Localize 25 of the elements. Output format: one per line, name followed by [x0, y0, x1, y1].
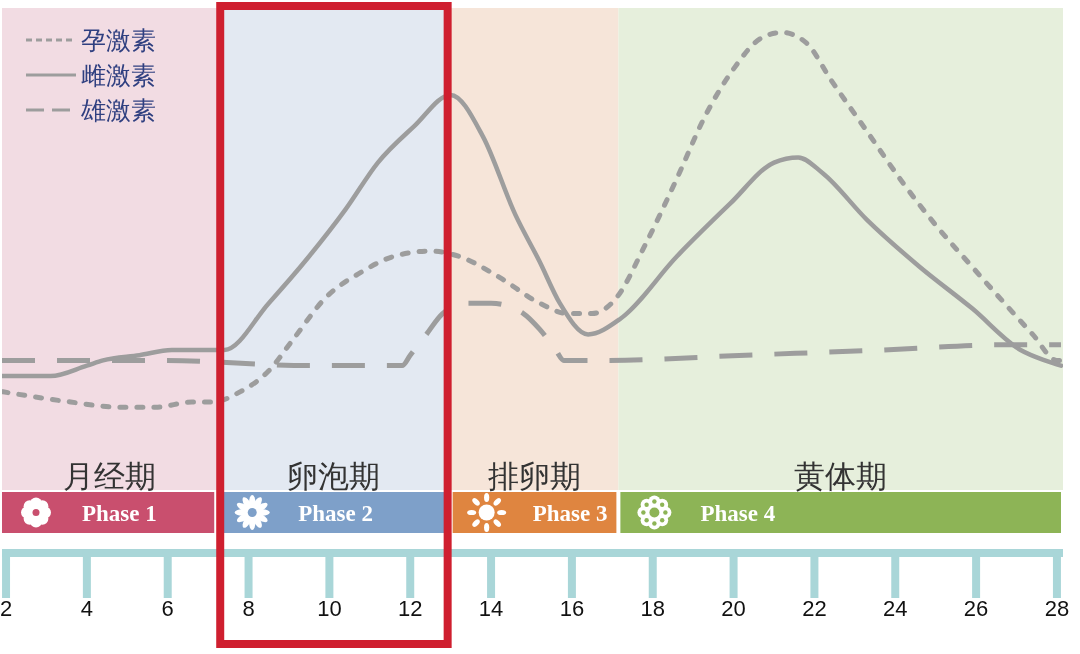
x-tick-label: 12: [397, 595, 423, 621]
x-tick-label: 26: [963, 595, 989, 621]
annotation: Phase 3: [532, 500, 608, 526]
x-tick-label: 8: [242, 595, 255, 621]
legend-label: 雌激素: [81, 60, 156, 89]
annotation: Phase 2: [298, 500, 373, 526]
x-tick-label: 2: [0, 595, 13, 621]
x-tick-label: 18: [640, 595, 665, 621]
band-label: 卵泡期: [286, 459, 380, 494]
x-tick-label: 20: [721, 595, 746, 621]
legend-label: 雄激素: [81, 95, 156, 124]
band-label: 黄体期: [794, 459, 888, 494]
x-tick-label: 6: [161, 595, 174, 621]
x-tick-label: 14: [478, 595, 504, 621]
x-tick-label: 16: [559, 595, 585, 621]
x-tick-label: 28: [1044, 595, 1070, 621]
legend-label: 孕激素: [81, 25, 156, 54]
band-label: 排卵期: [488, 459, 582, 494]
band-label: 月经期: [62, 459, 156, 494]
x-tick-label: 4: [80, 595, 93, 621]
x-tick-label: 10: [317, 595, 342, 621]
x-tick-label: 24: [883, 595, 908, 621]
x-tick-label: 22: [802, 595, 827, 621]
annotation: Phase 4: [700, 500, 776, 526]
annotation: Phase 1: [82, 500, 157, 526]
